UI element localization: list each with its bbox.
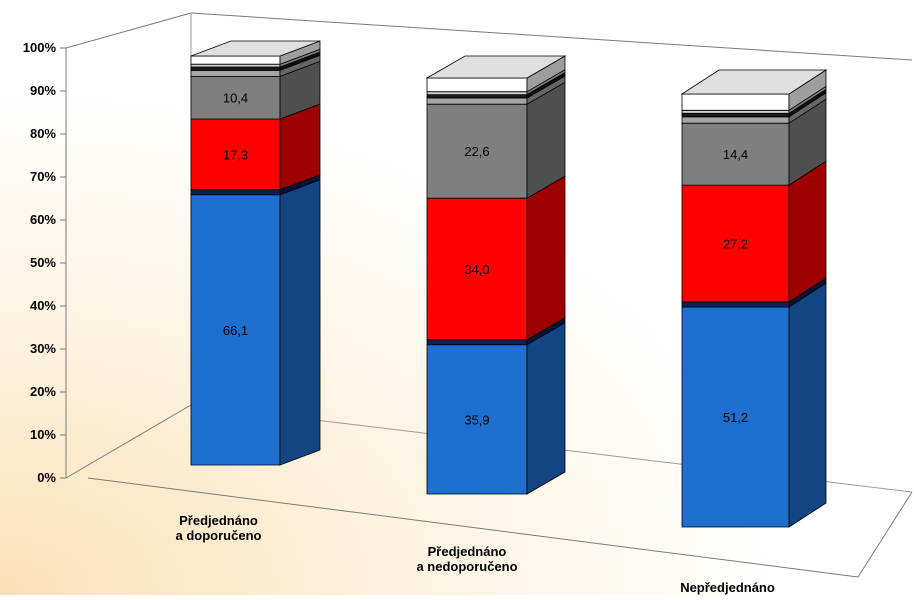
- bar-top-face: [425, 55, 567, 79]
- bar-segment-front: [426, 91, 528, 95]
- category-label-line: Předjednáno: [428, 544, 507, 559]
- y-tick-label: 10%: [30, 427, 56, 442]
- y-tick-label: 70%: [30, 169, 56, 184]
- bar-value-label: 35,9: [464, 412, 489, 427]
- bar-value-label: 34,0: [464, 262, 489, 277]
- wall-edge-top-back: [190, 12, 913, 61]
- bar-segment-front: [190, 55, 281, 65]
- bar-top-face: [190, 40, 321, 57]
- bar-segment-front: [190, 189, 281, 196]
- bar-value-label: 66,1: [223, 323, 248, 338]
- bar-top-face: [680, 69, 828, 95]
- bar-segment-front: [426, 339, 528, 346]
- y-tick-label: 20%: [30, 384, 56, 399]
- bar-segment-front: [681, 116, 790, 124]
- y-tick-label: 90%: [30, 83, 56, 98]
- bar-segment-front: [681, 112, 790, 118]
- bar-value-label: 17,3: [223, 147, 248, 162]
- category-label: Předjednáno a doporučeno: [176, 513, 262, 543]
- y-tick-label: 40%: [30, 298, 56, 313]
- wall-edge-top-left: [65, 12, 192, 49]
- bar-value-label: 10,4: [223, 91, 248, 106]
- y-tick-label: 30%: [30, 341, 56, 356]
- category-label: Předjednáno a nedoporučeno: [416, 544, 517, 574]
- bar-segment-front: [190, 69, 281, 77]
- category-label-line: Předjednáno: [179, 513, 258, 528]
- bar-segment-side: [279, 179, 321, 466]
- bar-segment-front: [190, 66, 281, 71]
- floor-edge-left: [65, 404, 192, 479]
- bar-value-label: 51,2: [723, 410, 748, 425]
- y-tick-label: 50%: [30, 255, 56, 270]
- bar-segment-front: [426, 94, 528, 99]
- bar-segment-side: [526, 322, 566, 495]
- category-label-line: Nepředjednáno: [680, 580, 775, 595]
- bar-segment-front: [426, 97, 528, 105]
- bar-value-label: 14,4: [723, 147, 748, 162]
- bar-segment-side: [788, 282, 827, 528]
- bar-value-label: 27,2: [723, 236, 748, 251]
- bar-segment-front: [681, 109, 790, 114]
- category-label-line: a nedoporučeno: [416, 559, 517, 574]
- bar-segment-front: [681, 93, 790, 111]
- bar-segment-front: [681, 301, 790, 308]
- bar-segment-front: [190, 63, 281, 68]
- y-tick-label: 80%: [30, 126, 56, 141]
- category-label-line: a doporučeno: [176, 528, 262, 543]
- floor-edge-right: [857, 491, 913, 578]
- category-label: Nepředjednáno: [680, 580, 775, 595]
- y-tick-label: 100%: [23, 40, 57, 55]
- bar-segment-front: [426, 77, 528, 93]
- bar-value-label: 22,6: [464, 144, 489, 159]
- y-tick-label: 0%: [37, 470, 56, 485]
- bar-segment-side: [526, 175, 566, 341]
- y-tick-label: 60%: [30, 212, 56, 227]
- floor-edge-front: [87, 477, 859, 578]
- bar-segment-side: [788, 160, 827, 303]
